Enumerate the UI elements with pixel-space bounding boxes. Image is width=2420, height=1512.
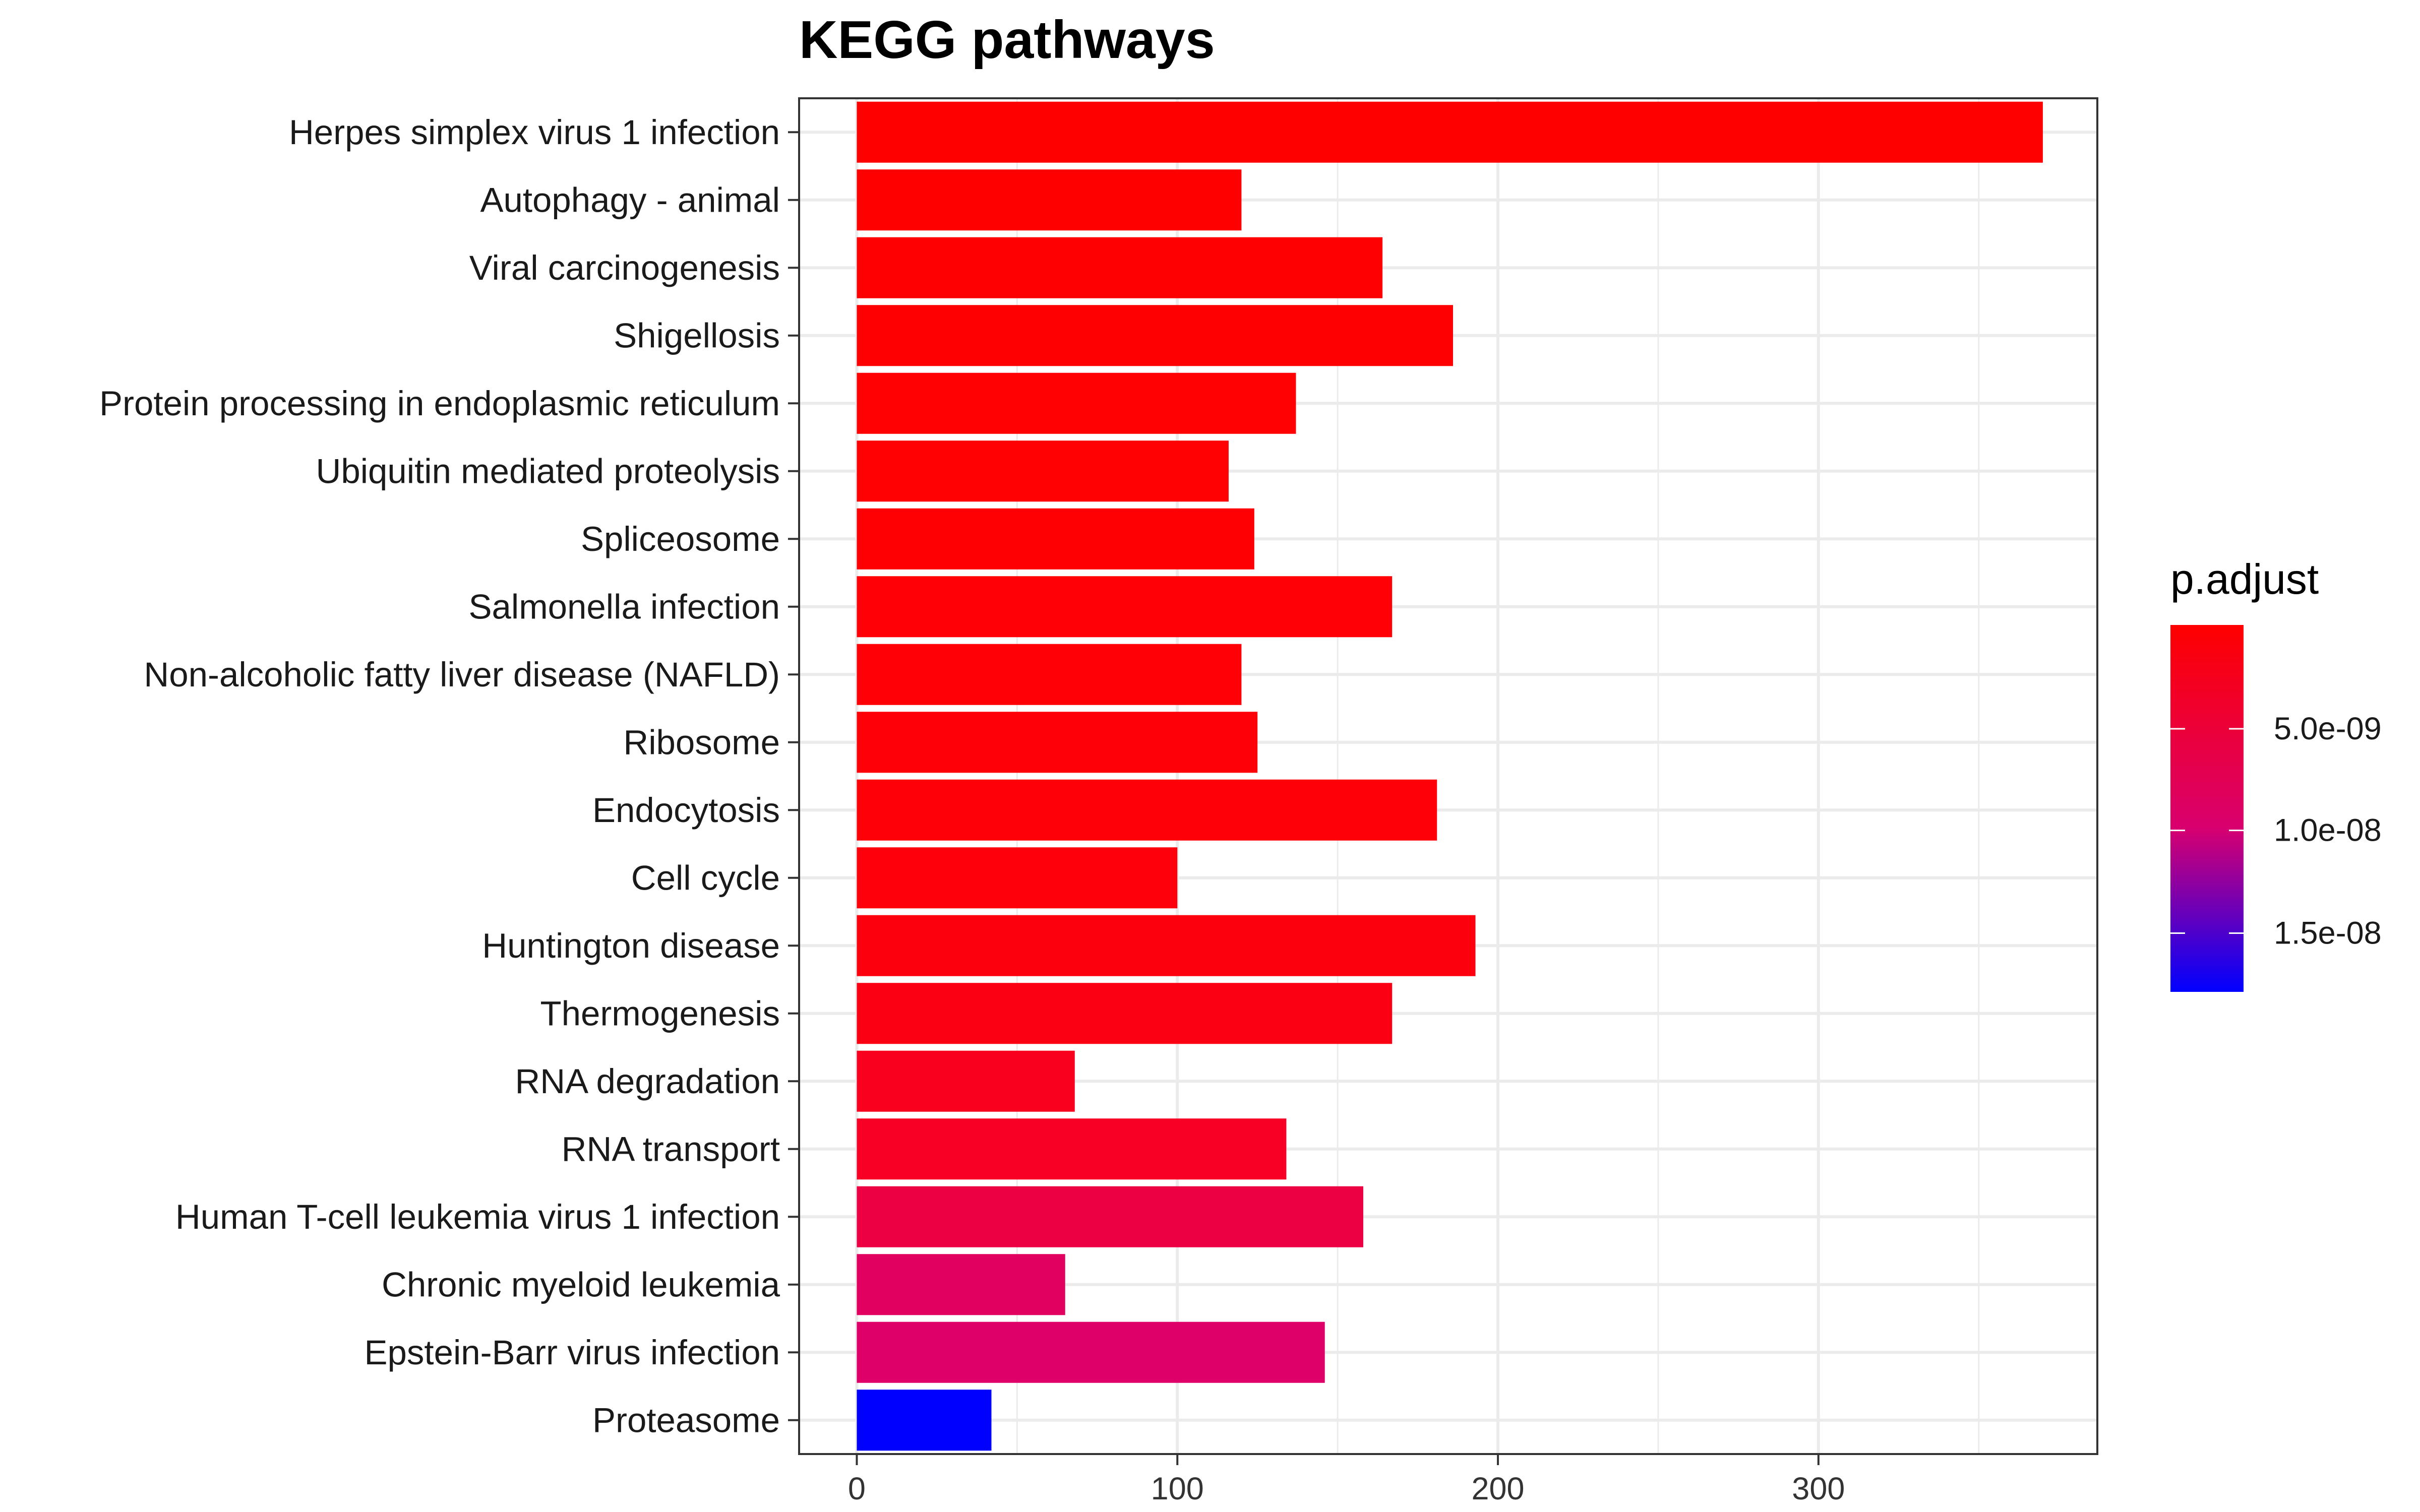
chart-title: KEGG pathways (799, 10, 1215, 70)
category-label: Huntington disease (482, 926, 780, 965)
legend-tick-label: 1.5e-08 (2274, 916, 2382, 951)
bar-thermogenesis (857, 983, 1393, 1044)
category-label: Thermogenesis (540, 994, 780, 1033)
panel-background (799, 98, 2097, 1454)
category-label: Epstein-Barr virus infection (365, 1333, 780, 1372)
bar-huntington-disease (857, 915, 1476, 976)
x-tick-label: 200 (1471, 1471, 1524, 1506)
x-tick-label: 300 (1792, 1471, 1845, 1506)
bar-protein-processing-in-endoplasmic-reticulum (857, 372, 1296, 434)
category-label: RNA transport (562, 1129, 780, 1168)
category-label: Endocytosis (592, 791, 780, 830)
bar-autophagy-animal (857, 169, 1242, 231)
bar-ribosome (857, 712, 1258, 773)
category-label: Non-alcoholic fatty liver disease (NAFLD… (144, 655, 780, 694)
bar-ubiquitin-mediated-proteolysis (857, 440, 1229, 502)
category-label: Spliceosome (581, 520, 780, 558)
category-label: Ribosome (623, 723, 780, 762)
category-label: Ubiquitin mediated proteolysis (316, 452, 780, 490)
bar-human-t-cell-leukemia-virus-1-infection (857, 1186, 1364, 1247)
bar-viral-carcinogenesis (857, 237, 1383, 298)
bar-non-alcoholic-fatty-liver-disease-nafld (857, 644, 1242, 705)
bar-salmonella-infection (857, 576, 1393, 638)
category-label: Proteasome (592, 1401, 780, 1439)
category-label: Herpes simplex virus 1 infection (289, 113, 780, 152)
legend-colorbar (2170, 625, 2244, 992)
bar-rna-transport (857, 1118, 1287, 1180)
legend: p.adjust 5.0e-09 1.0e-08 1.5e-08 (2170, 555, 2382, 992)
x-tick-label: 100 (1151, 1471, 1204, 1506)
bars (857, 101, 2043, 1451)
legend-tick-label: 1.0e-08 (2274, 813, 2382, 848)
x-tick-label: 0 (848, 1471, 866, 1506)
bar-herpes-simplex-virus-1-infection (857, 101, 2043, 163)
bar-chronic-myeloid-leukemia (857, 1254, 1065, 1315)
bar-spliceosome (857, 508, 1254, 570)
plot-panel (799, 98, 2097, 1454)
category-label: RNA degradation (515, 1062, 780, 1101)
x-axis: 0 100 200 300 (848, 1454, 1845, 1506)
panel-outline (798, 97, 2098, 1455)
category-label: Human T-cell leukemia virus 1 infection (175, 1198, 780, 1236)
panel-border (798, 97, 2098, 1455)
bar-shigellosis (857, 305, 1454, 366)
bar-endocytosis (857, 779, 1437, 841)
category-label: Protein processing in endoplasmic reticu… (99, 384, 780, 423)
legend-tick-label: 5.0e-09 (2274, 711, 2382, 746)
category-label: Chronic myeloid leukemia (382, 1265, 780, 1304)
bar-rna-degradation (857, 1050, 1075, 1112)
category-label: Viral carcinogenesis (469, 248, 780, 287)
bar-cell-cycle (857, 847, 1178, 909)
bar-epstein-barr-virus-infection (857, 1321, 1325, 1383)
category-label: Autophagy - animal (480, 180, 780, 219)
category-label: Cell cycle (631, 858, 780, 897)
bar-proteasome (857, 1390, 992, 1451)
category-label: Shigellosis (614, 316, 780, 355)
y-axis: Herpes simplex virus 1 infection Autophag… (99, 113, 799, 1439)
category-label: Salmonella infection (468, 587, 780, 626)
legend-title: p.adjust (2170, 555, 2319, 603)
